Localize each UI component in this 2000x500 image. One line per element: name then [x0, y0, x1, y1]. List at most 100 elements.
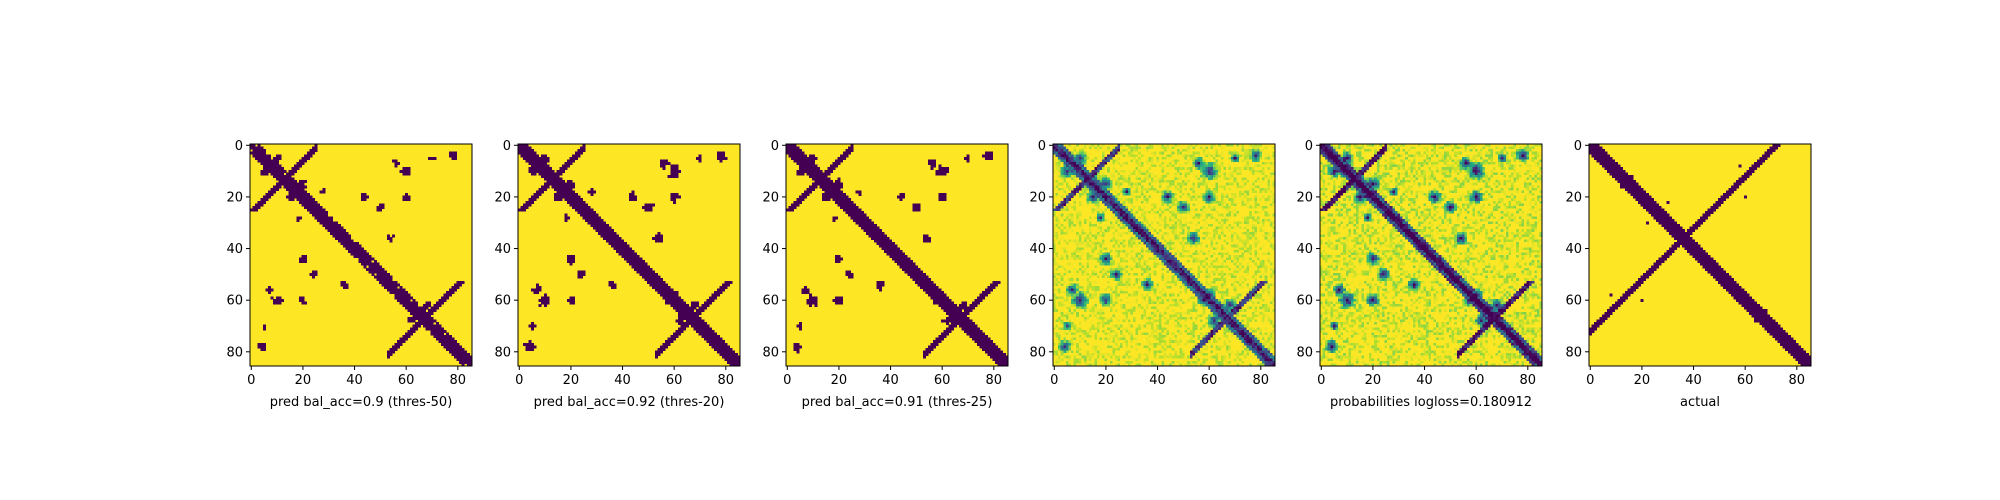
heatmap-cell [1164, 177, 1167, 181]
heatmap-cell [938, 340, 942, 344]
heatmap-cell [693, 327, 697, 331]
heatmap-cell [930, 159, 934, 163]
heatmap-cell [464, 353, 468, 357]
heatmap-cell [1194, 149, 1198, 153]
heatmap-cell [1246, 164, 1250, 168]
heatmap-cell [811, 177, 815, 181]
heatmap-cell [530, 198, 534, 202]
heatmap-cell [585, 208, 589, 212]
heatmap-cell [631, 193, 635, 197]
heatmap-cell [634, 195, 638, 199]
heatmap-cell [706, 324, 710, 328]
heatmap-cell [1068, 200, 1072, 204]
heatmap-cell [543, 187, 547, 191]
heatmap-cell [1251, 169, 1255, 173]
heatmap-cell [1174, 167, 1178, 171]
heatmap-cell [1176, 156, 1180, 160]
heatmap-cell [1202, 203, 1206, 207]
heatmap-cell [412, 306, 416, 310]
heatmap-cell [572, 203, 576, 207]
heatmap-cell [1197, 146, 1201, 150]
heatmap-cell [528, 342, 532, 346]
heatmap-cell [863, 218, 867, 222]
heatmap-cell [546, 182, 550, 186]
heatmap-cell [917, 270, 921, 274]
heatmap-cell [270, 159, 274, 163]
heatmap-cell [1174, 195, 1178, 199]
heatmap-cell [814, 174, 818, 178]
heatmap-cell [672, 296, 676, 300]
heatmap-cell [943, 306, 947, 310]
heatmap-cell [1091, 167, 1095, 171]
heatmap-cell [698, 159, 702, 163]
heatmap-cell [304, 193, 308, 197]
heatmap-cell [1246, 198, 1250, 202]
heatmap-cell [422, 322, 426, 326]
heatmap-cell [1215, 164, 1219, 168]
heatmap-cell [1104, 167, 1108, 171]
heatmap-cell [1096, 149, 1100, 153]
heatmap-cell [1130, 174, 1134, 178]
heatmap-cell [397, 291, 401, 295]
heatmap-cell [461, 353, 465, 357]
heatmap-cell [1189, 156, 1193, 160]
heatmap-cell [451, 347, 455, 351]
heatmap-cell [860, 216, 864, 220]
heatmap-cell [1153, 182, 1157, 186]
heatmap-cell [670, 298, 674, 302]
heatmap-cell [709, 337, 712, 341]
heatmap-cell [443, 335, 447, 338]
heatmap-cell [448, 293, 452, 297]
heatmap-cell [1068, 205, 1072, 209]
heatmap-cell [546, 156, 550, 160]
heatmap-cell [554, 182, 558, 186]
heatmap-cell [835, 187, 839, 191]
heatmap-cell [1189, 200, 1193, 204]
y-tick-label: 0 [771, 139, 779, 154]
heatmap-cell [286, 195, 290, 199]
heatmap-cell [1187, 182, 1191, 186]
heatmap-cell [397, 296, 401, 300]
heatmap-cell [1231, 174, 1235, 178]
heatmap-cell [543, 293, 547, 297]
heatmap-cell [796, 151, 800, 155]
heatmap-cell [1200, 172, 1204, 176]
heatmap-cell [964, 311, 968, 315]
heatmap-cell [268, 285, 272, 289]
heatmap-cell [943, 172, 947, 176]
heatmap-cell [1096, 174, 1100, 178]
heatmap-cell [886, 242, 890, 246]
heatmap-cell [925, 234, 929, 238]
heatmap-cell [1267, 164, 1271, 168]
heatmap-cell [538, 167, 542, 171]
heatmap-cell [1156, 169, 1160, 173]
heatmap-cell [711, 342, 715, 346]
heatmap-cell [1161, 159, 1165, 163]
heatmap-cell [1140, 187, 1144, 191]
heatmap-cell [1158, 182, 1162, 186]
heatmap-cell [345, 236, 349, 240]
heatmap-cell [1187, 162, 1191, 166]
heatmap-cell [956, 316, 960, 320]
heatmap-cell [1241, 200, 1245, 204]
heatmap-cell [368, 270, 372, 274]
heatmap-cell [304, 257, 308, 261]
heatmap-cell [842, 154, 846, 158]
heatmap-cell [543, 154, 547, 158]
heatmap-cell [1244, 146, 1247, 150]
heatmap-cell [832, 195, 836, 199]
heatmap-cell [366, 260, 370, 264]
heatmap-cell [273, 185, 277, 189]
heatmap-cell [809, 301, 813, 305]
heatmap-cell [927, 345, 931, 349]
heatmap-cell [572, 205, 576, 209]
heatmap-cell [827, 185, 831, 189]
heatmap-cell [714, 347, 718, 351]
heatmap-cell [683, 314, 687, 318]
heatmap-cell [1058, 169, 1062, 173]
heatmap-cell [1120, 203, 1124, 207]
heatmap-cell [278, 180, 282, 184]
heatmap-cell [1112, 190, 1116, 194]
heatmap-cell [1138, 193, 1142, 197]
heatmap-cell [1135, 182, 1139, 186]
